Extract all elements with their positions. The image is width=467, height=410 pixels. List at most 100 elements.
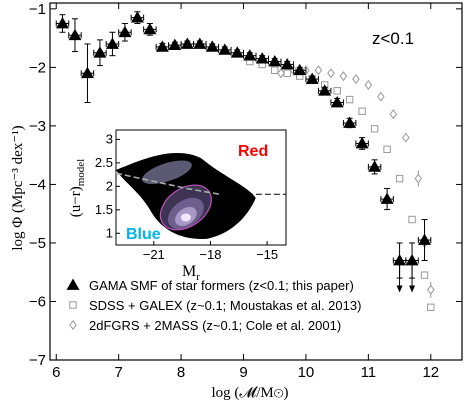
data-point-gama	[118, 25, 132, 38]
data-point-gama	[130, 11, 144, 23]
inset-y-tick-label: 3	[106, 131, 113, 146]
data-point-sdss-galex	[283, 69, 291, 77]
inset-label-blue: Blue	[126, 226, 161, 243]
inset-y-tick-label: 1	[106, 225, 113, 240]
inset-x-axis-label-main: M	[182, 263, 196, 280]
inset-x-axis-label: Mr	[182, 263, 200, 283]
y-axis-label: log Φ (Mpc⁻³ dex⁻¹)	[10, 125, 26, 250]
data-point-sdss-galex	[358, 107, 366, 115]
data-point-gama	[305, 72, 319, 84]
data-point-gama	[393, 254, 407, 266]
inset-y-axis-label: (u−r)model	[68, 159, 87, 217]
data-point-2dfgrs-2mass	[402, 132, 410, 143]
data-point-2dfgrs-2mass	[277, 68, 285, 79]
y-tick-label: −3	[29, 118, 46, 135]
x-axis-label: log (𝓜/M⊙)	[212, 385, 289, 401]
legend-label-2: 2dFGRS + 2MASS (z~0.1; Cole et al. 2001)	[89, 318, 341, 333]
inset-y-axis-label-main: (u−r)	[68, 186, 84, 217]
data-point-sdss-galex	[427, 303, 435, 312]
data-point-gama	[268, 55, 282, 67]
y-tick-label: −7	[29, 352, 46, 369]
data-point-sdss-galex	[370, 125, 379, 133]
x-tick-label: 8	[177, 364, 185, 381]
data-point-gama	[80, 66, 94, 79]
data-point-gama	[380, 192, 394, 204]
data-point-sdss-galex	[420, 271, 429, 279]
data-point-gama	[318, 84, 332, 96]
data-point-2dfgrs-2mass	[352, 74, 360, 85]
data-point-gama	[418, 233, 432, 245]
data-point-2dfgrs-2mass	[327, 68, 335, 79]
x-tick-label: 7	[114, 364, 122, 381]
data-point-sdss-galex	[333, 87, 341, 95]
inset-x-tick-label: −21	[143, 247, 165, 262]
data-point-gama	[155, 40, 169, 52]
legend-marker-2	[69, 319, 77, 331]
data-point-sdss-galex	[408, 215, 416, 224]
inset-density-red	[142, 160, 192, 184]
data-point-sdss-galex	[395, 174, 404, 183]
data-point-gama	[55, 16, 69, 29]
data-point-gama	[193, 37, 207, 49]
data-point-gama	[368, 160, 382, 172]
inset-y-tick-label: 2	[106, 178, 113, 193]
data-point-2dfgrs-2mass	[364, 79, 373, 90]
inset-divider-curve	[115, 172, 221, 196]
data-point-gama	[355, 136, 369, 149]
inset-y-tick-label: 2.5	[95, 155, 113, 170]
upper-limit-arrowhead	[396, 285, 403, 293]
annotation-redshift: z<0.1	[372, 29, 414, 48]
data-point-gama	[180, 37, 194, 49]
data-point-gama	[218, 43, 232, 55]
upper-limit-arrowhead	[409, 285, 416, 293]
legend-marker-0	[66, 278, 80, 290]
legend-label-0: GAMA SMF of star formers (z<0.1; this pa…	[89, 278, 354, 293]
plot-area: 6 7 8 9 10 11 12−7−6−5−4−3−2−1	[29, 1, 463, 381]
data-point-gama	[280, 57, 294, 70]
data-point-sdss-galex	[345, 95, 354, 104]
data-point-2dfgrs-2mass	[389, 109, 398, 120]
legend: GAMA SMF of star formers (z<0.1; this pa…	[66, 278, 361, 333]
legend-label-1: SDSS + GALEX (z~0.1; Moustakas et al. 20…	[89, 298, 361, 313]
inset-x-tick-label: −18	[199, 247, 221, 262]
plot-frame	[49, 2, 463, 361]
y-tick-label: −5	[29, 235, 46, 252]
data-point-gama	[168, 38, 182, 51]
inset-label-red: Red	[238, 143, 268, 160]
data-point-gama	[330, 95, 344, 108]
data-point-gama	[293, 63, 307, 76]
y-tick-label: −1	[29, 1, 46, 18]
data-point-gama	[405, 254, 419, 266]
y-tick-label: −6	[29, 293, 46, 310]
x-tick-label: 12	[422, 364, 439, 381]
data-point-gama	[255, 52, 269, 64]
data-point-sdss-galex	[271, 66, 279, 75]
inset-y-tick-label: 1.5	[95, 202, 113, 217]
inset-panel: −21 −18 −15 1 1.5 2 2.5 3 Red Blue Mr (u−r)model	[56, 122, 292, 283]
data-point-2dfgrs-2mass	[414, 173, 423, 184]
inset-x-axis-label-sub: r	[196, 271, 200, 283]
x-tick-label: 6	[52, 364, 60, 381]
data-point-gama	[243, 49, 257, 61]
data-point-2dfgrs-2mass	[339, 71, 348, 82]
data-point-sdss-galex	[383, 145, 391, 154]
legend-marker-1	[69, 301, 77, 309]
data-point-2dfgrs-2mass	[314, 65, 323, 76]
inset-x-tick-label: −15	[256, 247, 278, 262]
data-point-gama	[93, 46, 107, 58]
inset-density-core	[180, 213, 191, 222]
data-point-2dfgrs-2mass	[377, 91, 385, 102]
data-point-gama	[68, 28, 82, 41]
inset-y-axis-label-sub: model	[75, 159, 87, 187]
x-tick-label: 9	[239, 364, 247, 381]
data-point-gama	[343, 116, 357, 128]
data-point-gama	[205, 40, 219, 52]
data-point-gama	[143, 22, 157, 35]
y-tick-label: −2	[29, 59, 46, 76]
x-tick-label: 10	[298, 364, 315, 381]
data-point-gama	[230, 46, 244, 58]
y-tick-label: −4	[29, 176, 46, 193]
data-point-2dfgrs-2mass	[427, 284, 435, 295]
x-tick-label: 11	[361, 364, 377, 381]
